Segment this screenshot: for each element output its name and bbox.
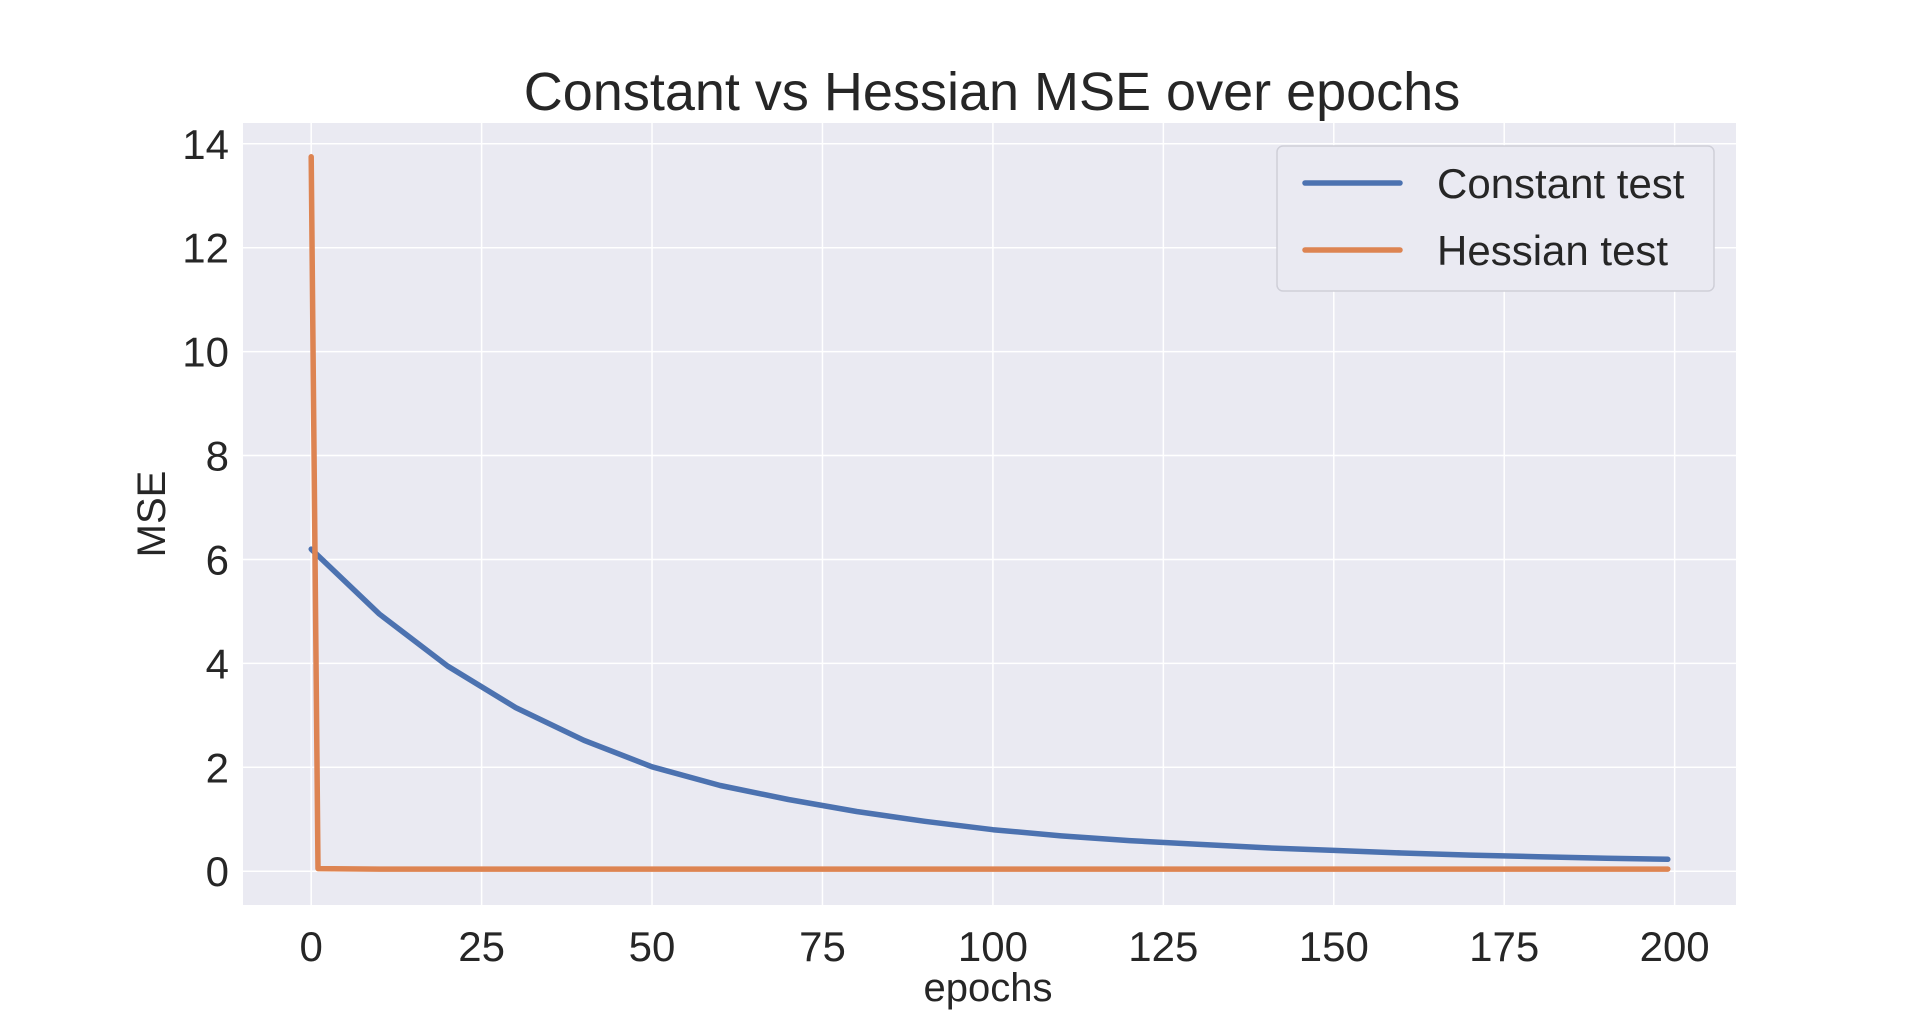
legend: Constant test Hessian test [1276,145,1715,292]
y-tick-label: 14 [182,121,229,168]
series-line-1 [308,546,1671,863]
series-line-2 [308,154,1671,872]
x-tick-labels: 0 25 50 75 100 125 150 175 200 [299,923,1709,970]
x-tick-label: 75 [799,923,846,970]
legend-label-2: Hessian test [1437,227,1668,274]
x-tick-label: 125 [1128,923,1198,970]
y-axis-label: MSE [130,471,174,558]
y-tick-label: 12 [182,225,229,272]
x-tick-label: 50 [629,923,676,970]
y-tick-label: 10 [182,329,229,376]
y-tick-label: 2 [206,744,229,791]
x-tick-label: 150 [1299,923,1369,970]
x-tick-label: 175 [1469,923,1539,970]
y-tick-labels: 0 2 4 6 8 10 12 14 [182,121,229,895]
legend-label-1: Constant test [1437,160,1685,207]
y-tick-label: 4 [206,640,229,687]
x-tick-label: 25 [458,923,505,970]
chart-title: Constant vs Hessian MSE over epochs [524,62,1460,122]
y-tick-label: 6 [206,536,229,583]
series-lines [308,154,1671,872]
x-tick-label: 100 [958,923,1028,970]
y-tick-label: 8 [206,433,229,480]
x-axis-label: epochs [924,966,1053,1010]
y-tick-label: 0 [206,848,229,895]
x-tick-label: 0 [299,923,322,970]
x-tick-label: 200 [1640,923,1710,970]
